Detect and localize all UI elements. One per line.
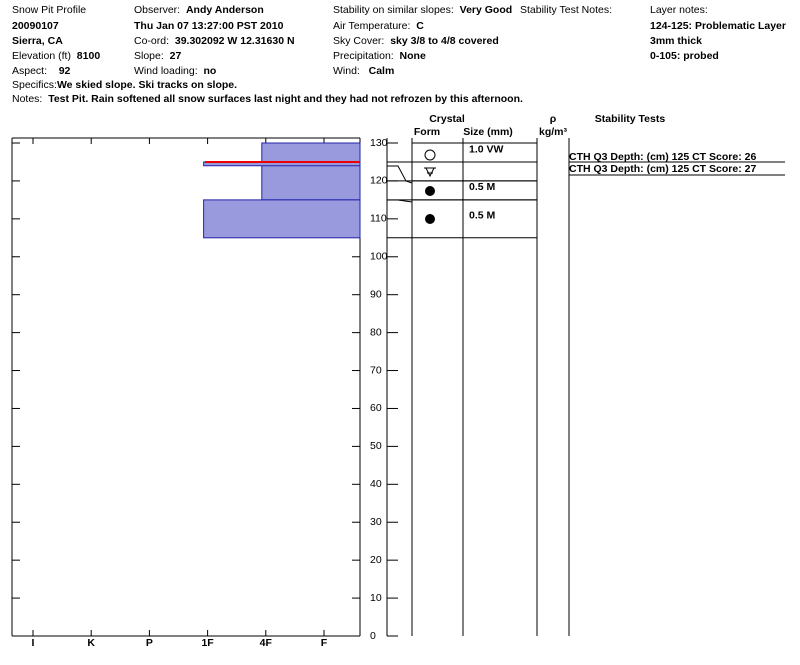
value: Thu Jan 07 13:27:00 PST 2010 — [134, 20, 284, 32]
header: ρ — [550, 113, 557, 125]
form-icon — [425, 214, 435, 224]
label: Air Temperature: — [333, 20, 411, 32]
connector — [387, 165, 413, 203]
test: CTH Q3 Depth: (cm) 125 CT Score: 27 — [569, 163, 756, 175]
x-tick-label: I — [32, 637, 35, 649]
layer-note: 3mm thick — [650, 35, 702, 47]
date: 20090107 — [12, 20, 59, 32]
crystal-size: 0.5 M — [469, 210, 496, 222]
label: Precipitation: — [333, 50, 394, 62]
layer — [261, 142, 361, 201]
form-icon — [424, 149, 436, 161]
label: Wind: — [333, 65, 360, 77]
crystal-size: 1.0 VW — [469, 143, 504, 155]
value: 92 — [58, 65, 71, 77]
label: Elevation (ft) — [12, 50, 71, 62]
label: Observer: — [134, 4, 181, 16]
y-tick-label: 90 — [370, 288, 382, 300]
layer-note: 0-105: probed — [650, 50, 719, 62]
x-tick-label: P — [146, 637, 153, 649]
x-tick-label: 1F — [201, 637, 214, 649]
value: We skied slope. Ski tracks on slope. — [56, 79, 238, 91]
x-tick-label: 4F — [260, 637, 273, 649]
y-tick-label: 50 — [370, 440, 382, 452]
y-tick-label: 20 — [370, 554, 382, 566]
label: Stability on similar slopes: — [333, 4, 454, 16]
y-tick-label: 130 — [370, 137, 388, 149]
header: Size (mm) — [463, 126, 513, 138]
layer — [203, 199, 361, 239]
location: Sierra, CA — [12, 35, 63, 47]
y-tick-label: 30 — [370, 516, 382, 528]
label: Aspect: — [12, 65, 48, 77]
label: Notes: — [12, 93, 43, 105]
y-tick-label: 60 — [370, 402, 382, 414]
value: Very Good — [459, 4, 513, 16]
label: Layer notes: — [650, 4, 708, 16]
y-tick-label: 80 — [370, 326, 382, 338]
value: C — [416, 20, 424, 32]
y-tick-label: 0 — [370, 630, 376, 642]
layer-note: 124-125: Problematic Layer — [650, 20, 786, 32]
y-tick-label: 40 — [370, 478, 382, 490]
header: kg/m³ — [539, 126, 568, 138]
y-tick-label: 110 — [370, 213, 387, 225]
form-icon — [425, 186, 435, 196]
y-tick-label: 70 — [370, 364, 382, 376]
y-tick-label: 120 — [370, 175, 388, 187]
label: Slope: — [134, 50, 164, 62]
header: Stability Tests — [595, 113, 666, 125]
label: Wind loading: — [134, 65, 198, 77]
label: Sky Cover: — [333, 35, 385, 47]
value: sky 3/8 to 4/8 covered — [390, 35, 499, 47]
value: 8100 — [76, 50, 101, 62]
y-tick-label: 10 — [370, 592, 382, 604]
label: Specifics: — [12, 79, 57, 91]
value: Andy Anderson — [185, 4, 264, 16]
title: Snow Pit Profile — [12, 4, 87, 16]
y-tick-label: 100 — [370, 251, 388, 263]
test: CTH Q3 Depth: (cm) 125 CT Score: 26 — [569, 151, 756, 163]
crystal-size: 0.5 M — [469, 181, 496, 193]
label: Co-ord: — [134, 35, 170, 47]
value: no — [203, 65, 217, 77]
header: Crystal — [429, 113, 465, 125]
value: None — [399, 50, 426, 62]
value: 27 — [169, 50, 182, 62]
x-tick-label: K — [87, 637, 95, 649]
value: Test Pit. Rain softened all snow surface… — [48, 93, 523, 105]
value: 39.302092 W 12.31630 N — [174, 35, 295, 47]
label: Stability Test Notes: — [520, 4, 613, 16]
form-icon — [424, 167, 436, 178]
header: Form — [414, 126, 440, 138]
value: Calm — [368, 65, 395, 77]
x-tick-label: F — [321, 637, 328, 649]
